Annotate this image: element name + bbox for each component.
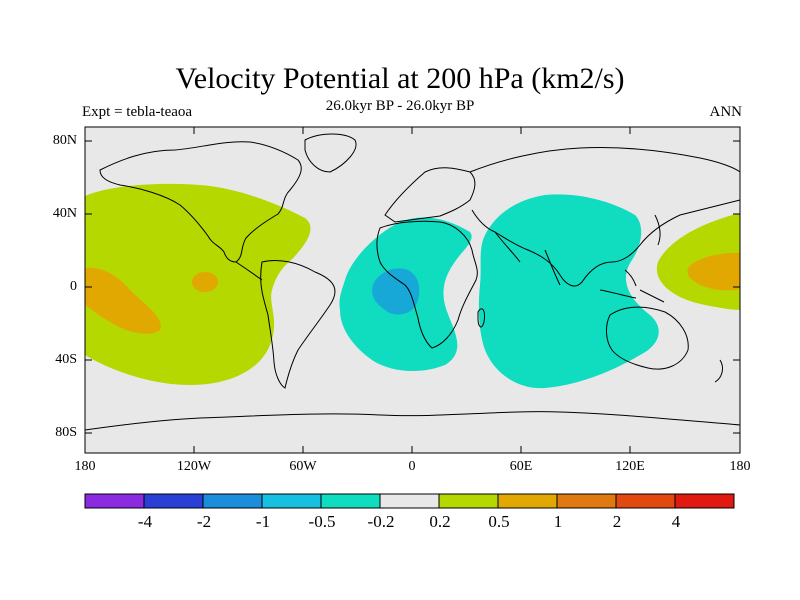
xtick-label-180-right: 180	[729, 459, 751, 474]
y-axis-ticks	[85, 140, 740, 434]
colorbar-label-4: 4	[671, 512, 681, 531]
colorbar-label-0-5: 0.5	[488, 512, 510, 531]
ytick-label-0: 0	[70, 279, 77, 294]
colorbar-box-3	[261, 493, 322, 509]
colorbar-label-0-2: 0.2	[429, 512, 451, 531]
colorbar-box-7	[497, 493, 558, 509]
xtick-label-0: 0	[408, 459, 416, 474]
negative-core-atlantic	[372, 268, 420, 315]
plot-title: Velocity Potential at 200 hPa (km2/s)	[175, 62, 625, 95]
colorbar-box-10	[674, 493, 735, 509]
colorbar-box-5	[379, 493, 440, 509]
positive-core-east-pacific	[192, 272, 218, 292]
negative-region-indian-ocean	[478, 194, 659, 389]
colorbar-box-2	[202, 493, 263, 509]
colorbar-label-1: 1	[553, 512, 563, 531]
colorbar-box-0	[84, 493, 145, 509]
positive-core-west-pacific	[85, 267, 161, 334]
colorbar-label-neg4: -4	[137, 512, 153, 531]
colorbar-label-2: 2	[612, 512, 622, 531]
colorbar-label-neg1: -1	[255, 512, 271, 531]
coastlines	[84, 133, 741, 431]
ytick-label-40n: 40N	[52, 206, 77, 221]
colorbar-box-9	[615, 493, 676, 509]
season-label: ANN	[709, 104, 743, 120]
colorbar-box-6	[438, 493, 499, 509]
xtick-label-180-left: 180	[74, 459, 96, 474]
colorbar-box-1	[143, 493, 204, 509]
xtick-label-60w: 60W	[289, 459, 317, 474]
colorbar-box-8	[556, 493, 617, 509]
x-axis-ticks	[84, 127, 741, 453]
ytick-label-40s: 40S	[55, 352, 77, 367]
xtick-label-120w: 120W	[176, 459, 212, 474]
positive-core-east-edge	[687, 252, 740, 291]
xtick-label-120e: 120E	[615, 459, 645, 474]
colorbar	[84, 493, 735, 509]
ytick-label-80s: 80S	[55, 425, 77, 440]
colorbar-label-neg0-2: -0.2	[367, 512, 395, 531]
experiment-label: Expt = tebla-teaoa	[82, 104, 193, 120]
xtick-label-60e: 60E	[509, 459, 533, 474]
ytick-label-80n: 80N	[52, 133, 77, 148]
plot-subtitle: 26.0kyr BP - 26.0kyr BP	[325, 98, 475, 114]
colorbar-label-neg0-5: -0.5	[308, 512, 336, 531]
colorbar-label-neg2: -2	[196, 512, 212, 531]
colorbar-box-4	[320, 493, 381, 509]
